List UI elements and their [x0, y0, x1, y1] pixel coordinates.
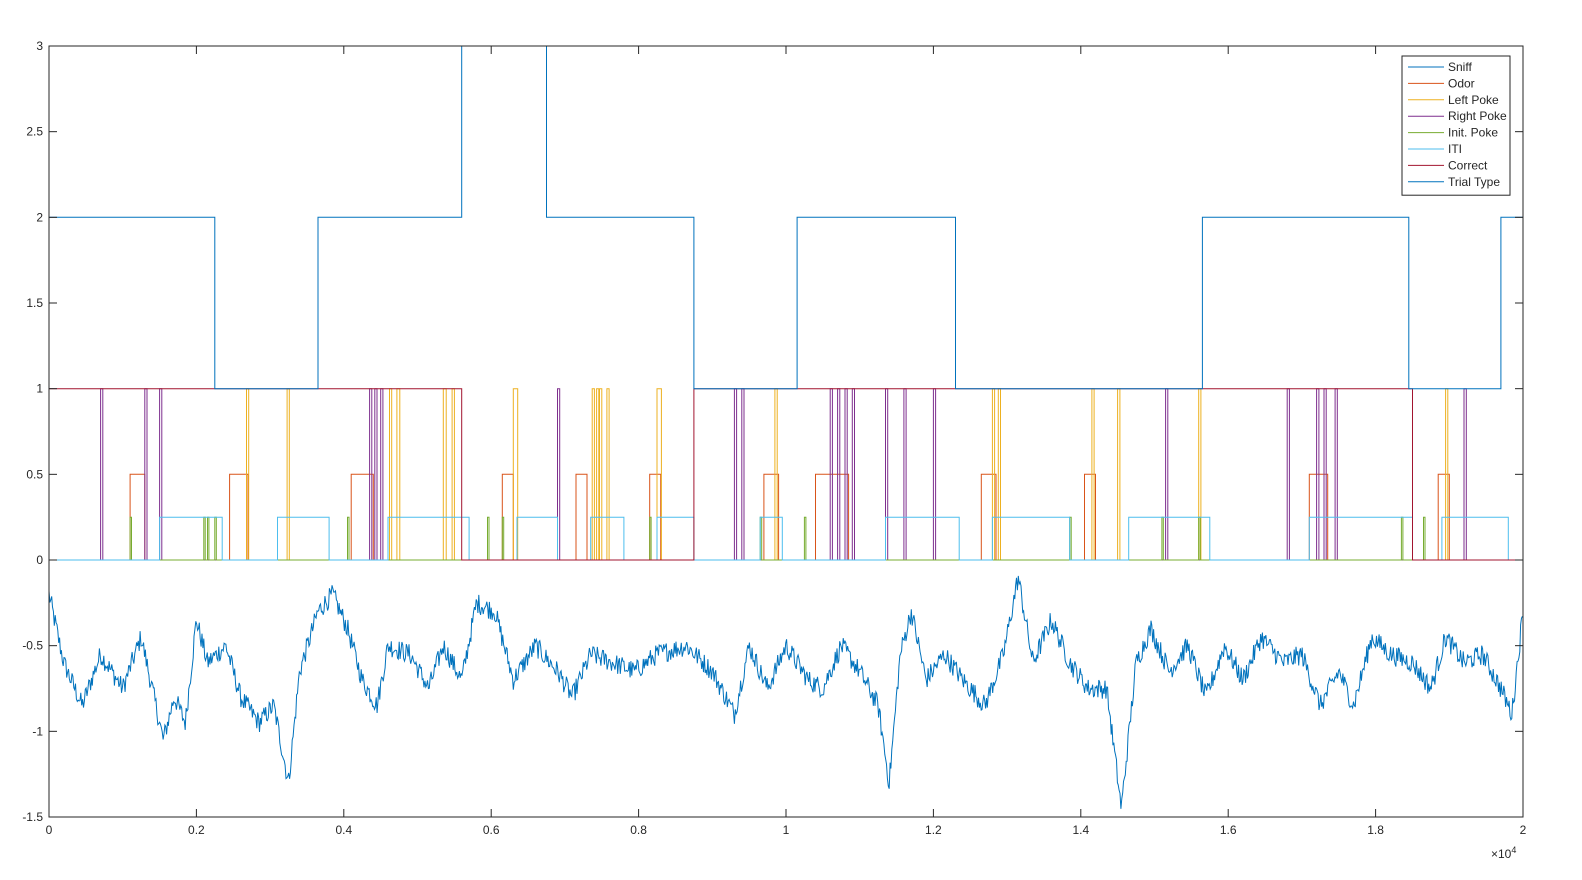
x-axis: 0 0.2 0.4 0.6 0.8 1 1.2 1.4 1.6 1.8 2 [46, 46, 1527, 837]
legend-label: Left Poke [1448, 93, 1499, 107]
x-exponent-label: ×104 [1491, 845, 1516, 861]
x-tick-label: 0 [46, 823, 53, 837]
y-tick-label: 2.5 [26, 125, 43, 139]
series-line-sniff [49, 575, 1523, 809]
x-tick-label: 1.2 [925, 823, 942, 837]
y-tick-label: -0.5 [22, 639, 43, 653]
y-tick-label: 2 [36, 210, 43, 224]
series-line-trial-type [49, 46, 1523, 390]
y-axis: -1.5 -1 -0.5 0 0.5 1 1.5 2 2.5 3 [22, 39, 1523, 824]
y-tick-label: -1 [32, 724, 43, 738]
y-tick-label: -1.5 [22, 810, 43, 824]
series-line-iti [49, 516, 1523, 561]
legend-label: Odor [1448, 76, 1475, 90]
x-tick-label: 1.4 [1072, 823, 1089, 837]
y-tick-label: 1.5 [26, 296, 43, 310]
legend-label: Right Poke [1448, 109, 1507, 123]
x-tick-label: 0.6 [483, 823, 500, 837]
series-layer [49, 46, 1523, 809]
legend-label: ITI [1448, 142, 1462, 156]
x-tick-label: 0.8 [630, 823, 647, 837]
series-line-correct [49, 388, 1523, 561]
x-tick-label: 0.2 [188, 823, 205, 837]
plot-area [49, 46, 1523, 817]
y-tick-label: 1 [36, 382, 43, 396]
legend-label: Correct [1448, 158, 1488, 172]
x-tick-label: 1.8 [1367, 823, 1384, 837]
x-tick-label: 1 [783, 823, 790, 837]
x-tick-label: 1.6 [1220, 823, 1237, 837]
legend-box [1401, 55, 1511, 196]
x-tick-label: 2 [1520, 823, 1527, 837]
y-tick-label: 3 [36, 39, 43, 53]
y-tick-label: 0.5 [26, 467, 43, 481]
legend: Sniff Odor Left Poke Right Poke Init. Poke IT… [1401, 55, 1511, 196]
x-exponent-power: 4 [1511, 845, 1516, 855]
legend-label: Trial Type [1448, 175, 1500, 189]
legend-label: Init. Poke [1448, 126, 1498, 140]
y-tick-label: 0 [36, 553, 43, 567]
x-tick-label: 0.4 [335, 823, 352, 837]
legend-label: Sniff [1448, 60, 1472, 74]
